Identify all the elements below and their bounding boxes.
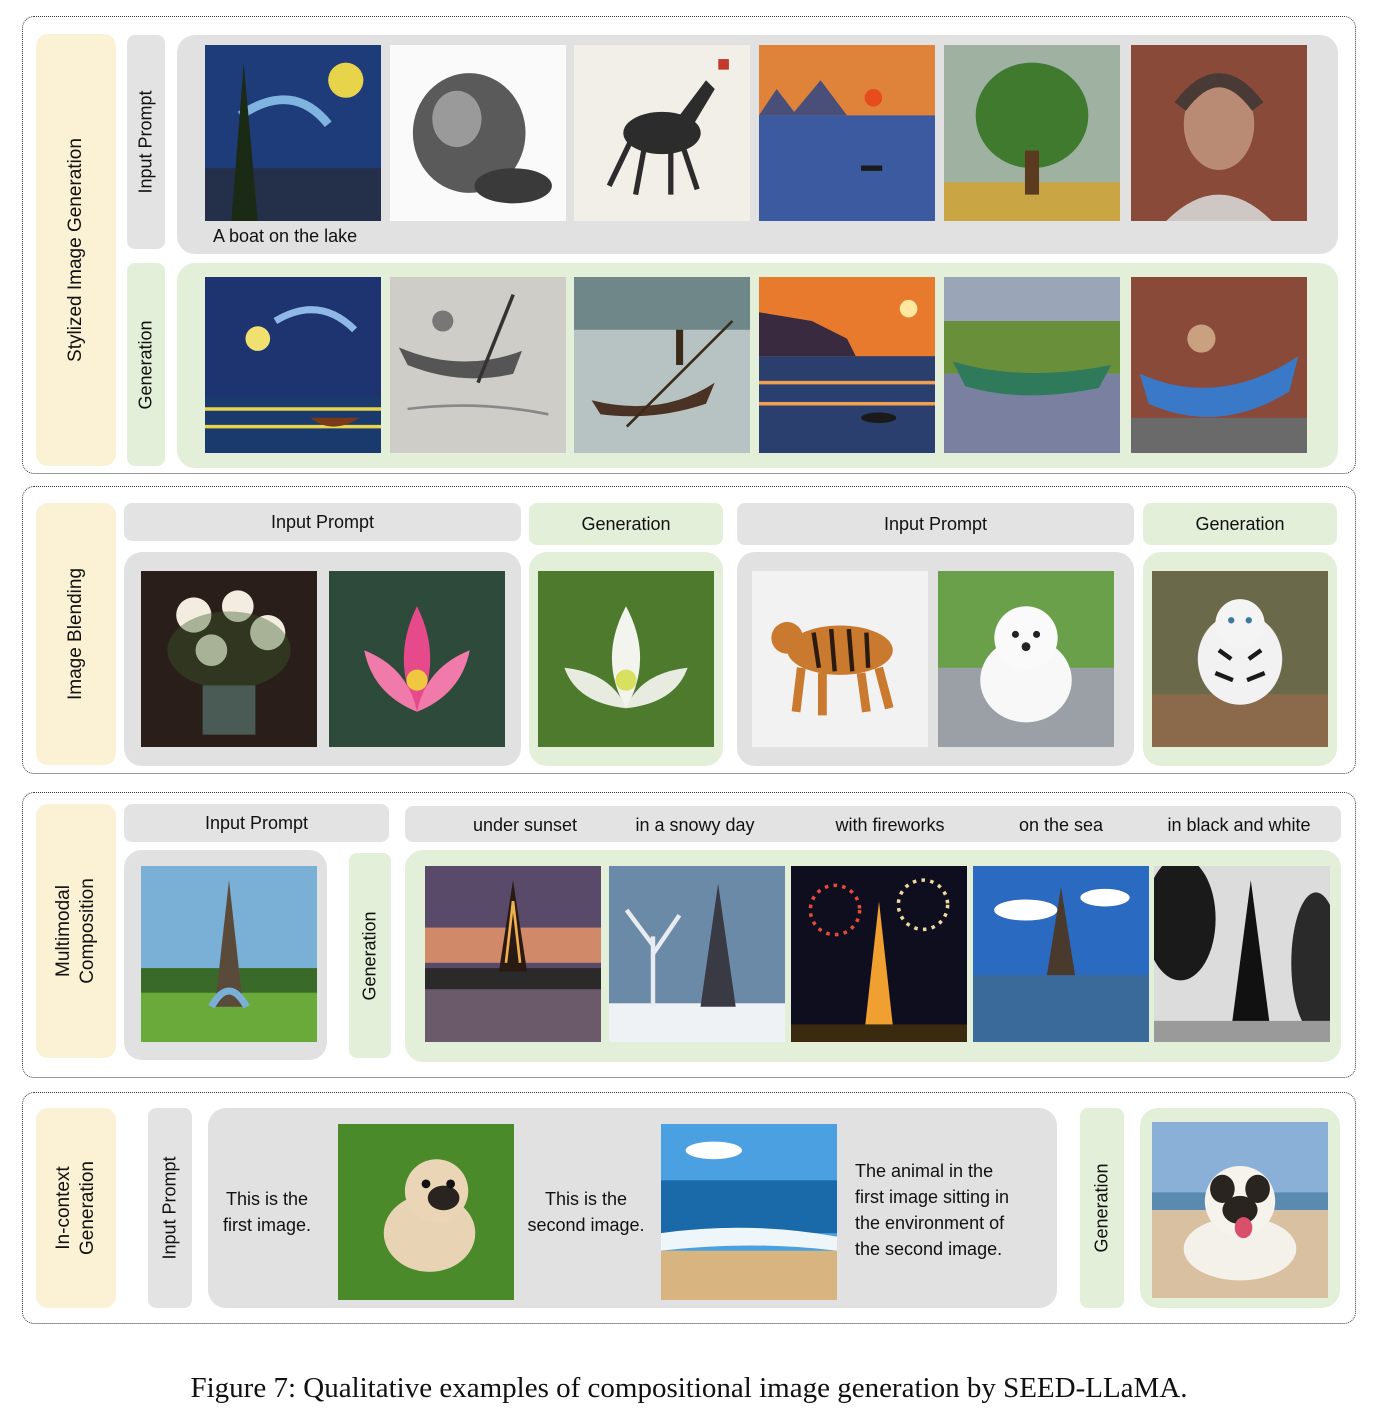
incontext-second-text: This is the second image. [527, 1189, 645, 1235]
mural-boat-image [1131, 277, 1307, 453]
composition-generation-vertical-label: Generation [349, 853, 391, 1058]
pink-lotus-photo-image [329, 571, 505, 747]
blending-generation-label-2: Generation [1143, 503, 1337, 545]
composition-input-prompt-label: Input Prompt [124, 804, 389, 842]
condition-fireworks: with fireworks [835, 814, 945, 835]
composition-conditions-bar [405, 806, 1341, 842]
eiffel-tower-day-image [141, 866, 317, 1042]
category-blending-label: Image Blending [65, 567, 86, 701]
sketch-boat-image [390, 277, 566, 453]
category-blending: Image Blending [36, 503, 116, 765]
eiffel-sunset-image [425, 866, 601, 1042]
condition-on-the-sea: on the sea [1018, 814, 1104, 835]
incontext-generation-vertical-label: Generation [1080, 1108, 1124, 1308]
eiffel-snow-image [609, 866, 785, 1042]
category-composition: Multimodal Composition [36, 804, 116, 1058]
starry-night-painting-image [205, 45, 381, 221]
eiffel-black-white-image [1154, 866, 1330, 1042]
eiffel-fireworks-image [791, 866, 967, 1042]
beach-ocean-image [661, 1124, 837, 1300]
blending-input-prompt-label-2: Input Prompt [737, 503, 1134, 545]
incontext-first-text: This is the first image. [222, 1189, 312, 1235]
section-incontext [22, 1092, 1356, 1324]
category-stylized-label: Stylized Image Generation [65, 138, 86, 362]
starry-night-boat-image [205, 277, 381, 453]
section-composition [22, 792, 1356, 1078]
stylized-prompt-text: A boat on the lake [213, 226, 358, 246]
blending-input-prompt-label-1: Input Prompt [124, 503, 521, 541]
flower-bouquet-painting-image [141, 571, 317, 747]
category-incontext: In-context Generation [36, 1108, 116, 1308]
generation-vertical-label: Generation [127, 263, 165, 466]
pug-on-beach-image [1152, 1122, 1328, 1298]
white-lotus-painting-image [538, 571, 714, 747]
condition-snowy-day: in a snowy day [635, 814, 755, 835]
condition-under-sunset: under sunset [472, 814, 578, 835]
sunset-boat-image [759, 277, 935, 453]
pug-puppy-on-grass-image [338, 1124, 514, 1300]
white-puppy-image [938, 571, 1114, 747]
ink-wash-horse-image [574, 45, 750, 221]
white-tiger-image [1152, 571, 1328, 747]
figure-caption: Figure 7: Qualitative examples of compos… [190, 1372, 1188, 1404]
impressionist-sunrise-harbor-image [759, 45, 935, 221]
landscape-boat-image [944, 277, 1120, 453]
category-stylized: Stylized Image Generation [36, 34, 116, 466]
condition-black-and-white: in black and white [1167, 814, 1311, 835]
pencil-sketch-apple-image [390, 45, 566, 221]
ink-wash-boat-image [574, 277, 750, 453]
tiger-in-snow-image [752, 571, 928, 747]
eiffel-sea-image [973, 866, 1149, 1042]
input-prompt-vertical-label: Input Prompt [127, 35, 165, 249]
street-art-girl-portrait-image [1131, 45, 1307, 221]
section-blending [22, 486, 1356, 774]
incontext-instruction-text: The animal in the first image sitting in t… [855, 1161, 1010, 1259]
section-stylized [22, 16, 1356, 474]
category-incontext-label: In-context Generation [53, 1160, 98, 1256]
incontext-input-prompt-vertical-label: Input Prompt [148, 1108, 192, 1308]
pointillist-tree-image [944, 45, 1120, 221]
blending-generation-label-1: Generation [529, 503, 723, 545]
category-composition-label: Multimodal Composition [53, 878, 98, 984]
